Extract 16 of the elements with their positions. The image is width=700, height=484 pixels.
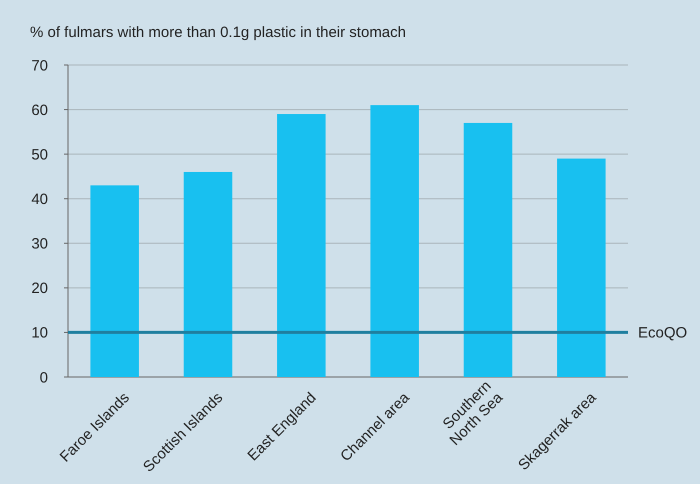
y-tick-label: 30	[31, 236, 48, 253]
bar	[277, 114, 326, 377]
y-tick-label: 70	[31, 57, 48, 74]
y-tick-label: 20	[31, 280, 48, 298]
bar	[464, 122, 512, 377]
bar	[90, 185, 139, 377]
ref-line-label: EcoQO	[638, 324, 688, 342]
y-tick-label: 60	[31, 102, 48, 119]
bar	[557, 158, 606, 377]
y-tick-label: 0	[40, 369, 48, 386]
bar	[184, 172, 232, 377]
y-tick-label: 50	[31, 146, 48, 164]
y-tick-label: 10	[31, 324, 48, 342]
y-tick-label: 40	[31, 190, 48, 208]
chart-title: % of fulmars with more than 0.1g plastic in their stomach	[30, 24, 406, 41]
bar	[370, 105, 419, 377]
